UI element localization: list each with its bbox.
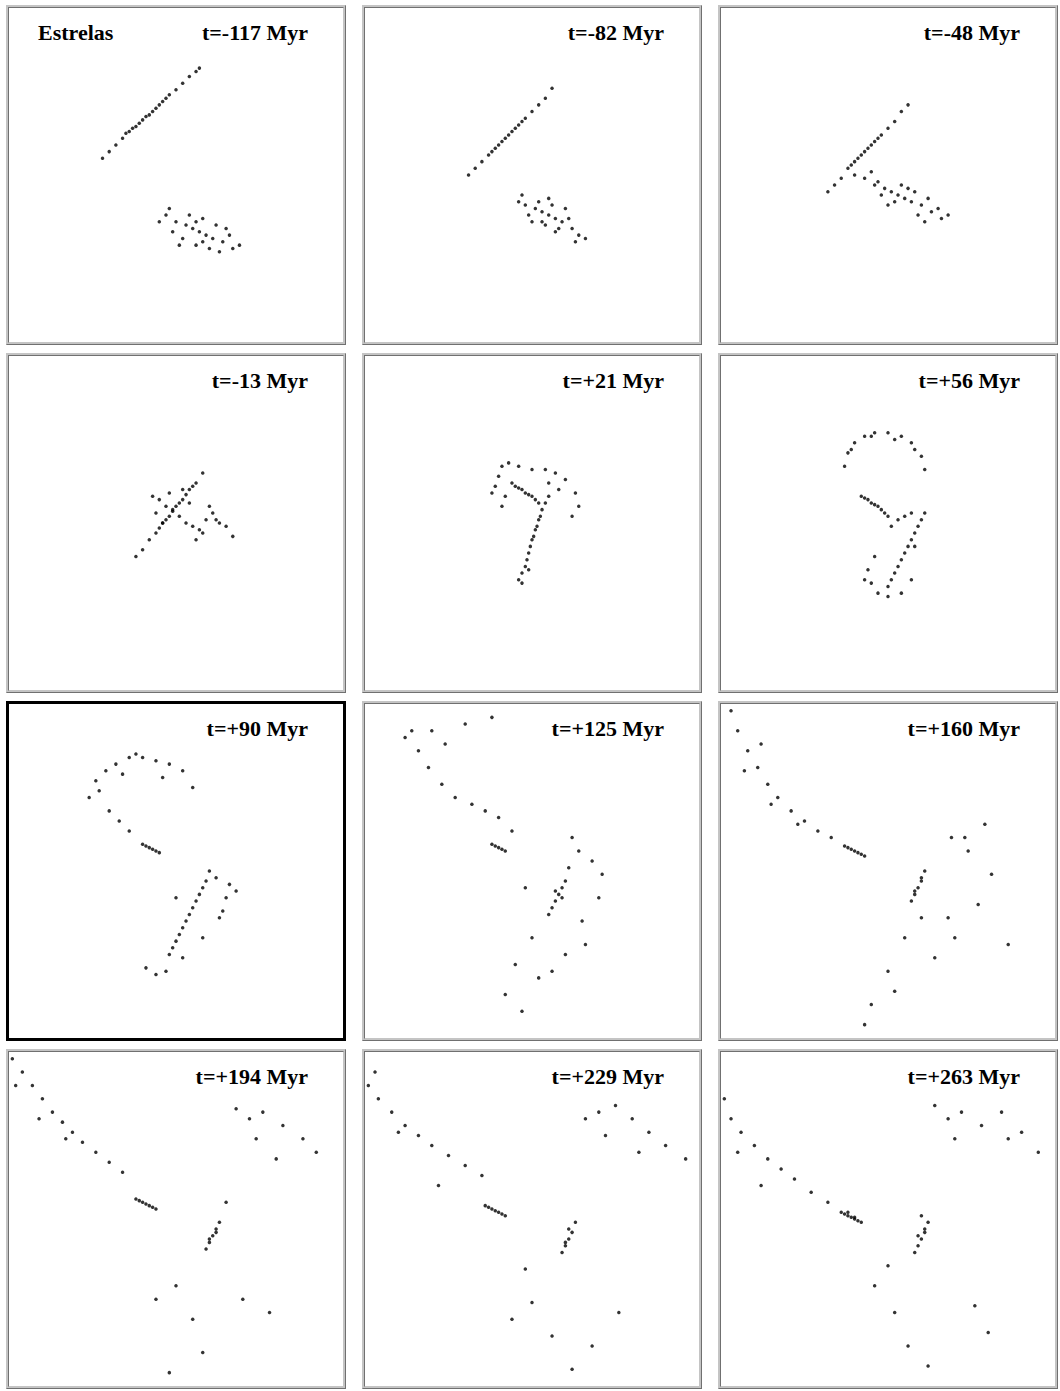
svg-text:t=+56 Myr: t=+56 Myr: [919, 368, 1021, 393]
svg-text:t=+263 Myr: t=+263 Myr: [908, 1064, 1021, 1089]
svg-text:t=-13 Myr: t=-13 Myr: [212, 368, 308, 393]
svg-text:t=+125 Myr: t=+125 Myr: [552, 716, 665, 741]
svg-text:t=-117 Myr: t=-117 Myr: [202, 20, 308, 45]
svg-text:t=+194 Myr: t=+194 Myr: [196, 1064, 309, 1089]
svg-text:t=+90 Myr: t=+90 Myr: [207, 716, 309, 741]
svg-text:Estrelas: Estrelas: [38, 20, 114, 45]
svg-text:t=+21 Myr: t=+21 Myr: [563, 368, 665, 393]
svg-text:t=-48 Myr: t=-48 Myr: [924, 20, 1020, 45]
svg-text:t=+229 Myr: t=+229 Myr: [552, 1064, 665, 1089]
svg-text:t=+160 Myr: t=+160 Myr: [908, 716, 1021, 741]
svg-text:t=-82 Myr: t=-82 Myr: [568, 20, 664, 45]
